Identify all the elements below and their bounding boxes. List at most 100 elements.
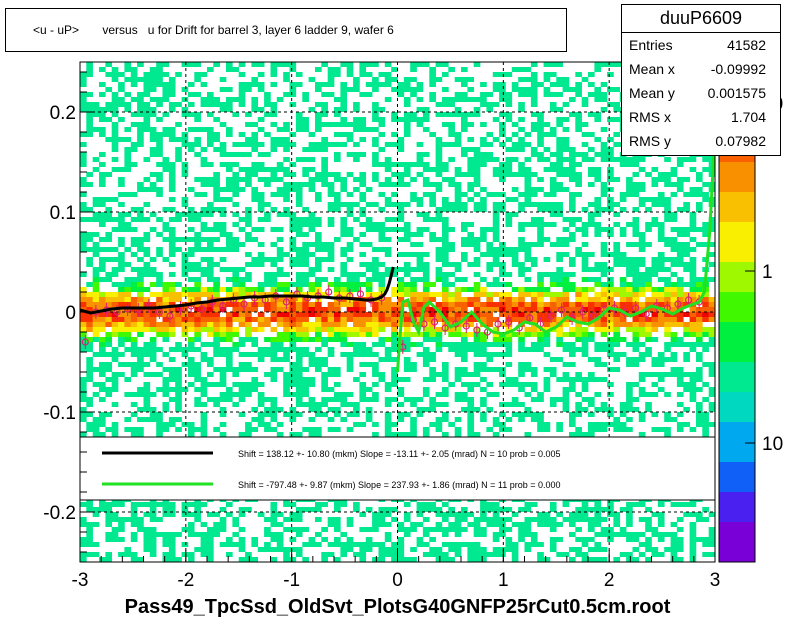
heatmap-cell (207, 227, 214, 232)
heatmap-cell (213, 322, 220, 327)
heatmap-cell (187, 347, 195, 352)
heatmap-cell (346, 307, 354, 312)
heatmap-cell (327, 182, 335, 187)
heatmap-cell (607, 537, 614, 542)
heatmap-cell (454, 132, 462, 137)
heatmap-cell (524, 332, 532, 337)
heatmap-cell (194, 317, 201, 322)
heatmap-cell (511, 142, 519, 147)
heatmap-cell (118, 322, 125, 327)
heatmap-cell (575, 162, 582, 167)
heatmap-cell (334, 307, 341, 312)
heatmap-cell (181, 512, 189, 517)
heatmap-cell (480, 307, 487, 312)
heatmap-cell (168, 292, 176, 297)
heatmap-cell (543, 92, 551, 97)
heatmap-cell (168, 377, 176, 382)
heatmap-cell (403, 112, 411, 117)
heatmap-cell (403, 377, 411, 382)
heatmap-cell (537, 157, 544, 162)
heatmap-cell (416, 252, 424, 257)
heatmap-cell (664, 432, 671, 437)
heatmap-cell (111, 432, 119, 437)
heatmap-cell (327, 172, 335, 177)
heatmap-cell (372, 272, 379, 277)
heatmap-cell (492, 157, 500, 162)
heatmap-cell (321, 142, 328, 147)
heatmap-cell (238, 512, 246, 517)
heatmap-cell (626, 417, 633, 422)
heatmap-cell (651, 527, 659, 532)
heatmap-cell (251, 107, 259, 112)
heatmap-cell (619, 207, 627, 212)
heatmap-cell (429, 422, 436, 427)
heatmap-cell (118, 87, 125, 92)
heatmap-cell (251, 287, 259, 292)
heatmap-cell (657, 277, 665, 282)
heatmap-cell (149, 107, 157, 112)
heatmap-cell (619, 192, 627, 197)
heatmap-cell (505, 92, 513, 97)
heatmap-cell (130, 362, 138, 367)
heatmap-cell (194, 532, 201, 537)
heatmap-cell (588, 317, 595, 322)
heatmap-cell (289, 212, 297, 217)
heatmap-cell (175, 407, 182, 412)
heatmap-cell (175, 532, 182, 537)
heatmap-cell (264, 282, 271, 287)
heatmap-cell (238, 367, 246, 372)
heatmap-cell (118, 102, 125, 107)
heatmap-cell (334, 372, 341, 377)
heatmap-cell (530, 122, 538, 127)
heatmap-cell (473, 522, 481, 527)
heatmap-cell (118, 292, 125, 297)
heatmap-cell (295, 287, 303, 292)
heatmap-cell (302, 367, 309, 372)
heatmap-cell (226, 312, 233, 317)
heatmap-cell (86, 322, 93, 327)
heatmap-cell (327, 122, 335, 127)
heatmap-cell (130, 372, 138, 377)
heatmap-cell (422, 307, 430, 312)
heatmap-cell (505, 282, 513, 287)
heatmap-cell (594, 327, 602, 332)
heatmap-cell (499, 172, 506, 177)
heatmap-cell (156, 417, 163, 422)
heatmap-cell (442, 272, 449, 277)
heatmap-cell (575, 177, 582, 182)
heatmap-cell (315, 312, 322, 317)
heatmap-cell (537, 282, 544, 287)
heatmap-cell (143, 117, 151, 122)
heatmap-cell (442, 202, 449, 207)
heatmap-cell (365, 222, 373, 227)
heatmap-cell (200, 352, 208, 357)
heatmap-cell (543, 207, 551, 212)
heatmap-cell (454, 167, 462, 172)
heatmap-cell (391, 372, 398, 377)
heatmap-cell (99, 82, 106, 87)
heatmap-cell (340, 62, 348, 67)
heatmap-cell (219, 327, 227, 332)
heatmap-cell (149, 282, 157, 287)
heatmap-cell (105, 172, 113, 177)
heatmap-cell (295, 352, 303, 357)
heatmap-cell (461, 152, 468, 157)
heatmap-cell (99, 127, 106, 132)
heatmap-cell (372, 277, 379, 282)
heatmap-cell (689, 257, 697, 262)
heatmap-cell (156, 322, 163, 327)
heatmap-cell (613, 212, 621, 217)
heatmap-cell (213, 62, 220, 67)
heatmap-cell (365, 542, 373, 547)
heatmap-cell (340, 322, 348, 327)
heatmap-cell (295, 217, 303, 222)
heatmap-cell (480, 367, 487, 372)
heatmap-cell (492, 302, 500, 307)
heatmap-cell (315, 322, 322, 327)
heatmap-cell (226, 337, 233, 342)
heatmap-cell (594, 62, 602, 67)
heatmap-cell (454, 287, 462, 292)
heatmap-cell (594, 222, 602, 227)
heatmap-cell (683, 252, 690, 257)
heatmap-cell (149, 542, 157, 547)
